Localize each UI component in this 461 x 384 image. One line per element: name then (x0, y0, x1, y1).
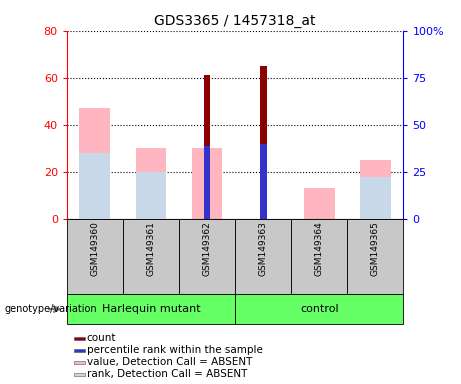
Bar (67, 294, 235, 324)
Bar (74, 337, 85, 339)
Bar (192, 148, 223, 219)
Text: percentile rank within the sample: percentile rank within the sample (87, 345, 263, 355)
Text: genotype/variation: genotype/variation (5, 304, 97, 314)
Bar (79, 153, 110, 219)
Text: GSM149360: GSM149360 (90, 221, 100, 276)
Text: GSM149364: GSM149364 (315, 221, 324, 276)
Bar (304, 188, 335, 219)
Bar (74, 349, 85, 352)
Bar (204, 75, 210, 219)
Bar (74, 361, 85, 364)
Bar (347, 219, 403, 294)
Title: GDS3365 / 1457318_at: GDS3365 / 1457318_at (154, 14, 316, 28)
Bar (79, 108, 110, 219)
Bar (235, 219, 291, 294)
Bar (360, 177, 391, 219)
Text: Harlequin mutant: Harlequin mutant (102, 304, 200, 314)
Bar (360, 160, 391, 219)
Bar (235, 294, 403, 324)
Text: rank, Detection Call = ABSENT: rank, Detection Call = ABSENT (87, 369, 247, 379)
Text: value, Detection Call = ABSENT: value, Detection Call = ABSENT (87, 357, 252, 367)
Text: GSM149365: GSM149365 (371, 221, 380, 276)
Bar (123, 219, 179, 294)
Text: GSM149362: GSM149362 (202, 221, 212, 276)
Bar (74, 373, 85, 376)
Bar (204, 146, 210, 219)
Bar (260, 66, 266, 219)
Bar (291, 219, 347, 294)
Text: count: count (87, 333, 116, 343)
Text: control: control (300, 304, 338, 314)
Bar (136, 172, 166, 219)
Bar (179, 219, 235, 294)
Bar (136, 148, 166, 219)
Text: GSM149361: GSM149361 (147, 221, 155, 276)
Bar (67, 219, 123, 294)
Bar (260, 144, 266, 219)
Text: GSM149363: GSM149363 (259, 221, 268, 276)
